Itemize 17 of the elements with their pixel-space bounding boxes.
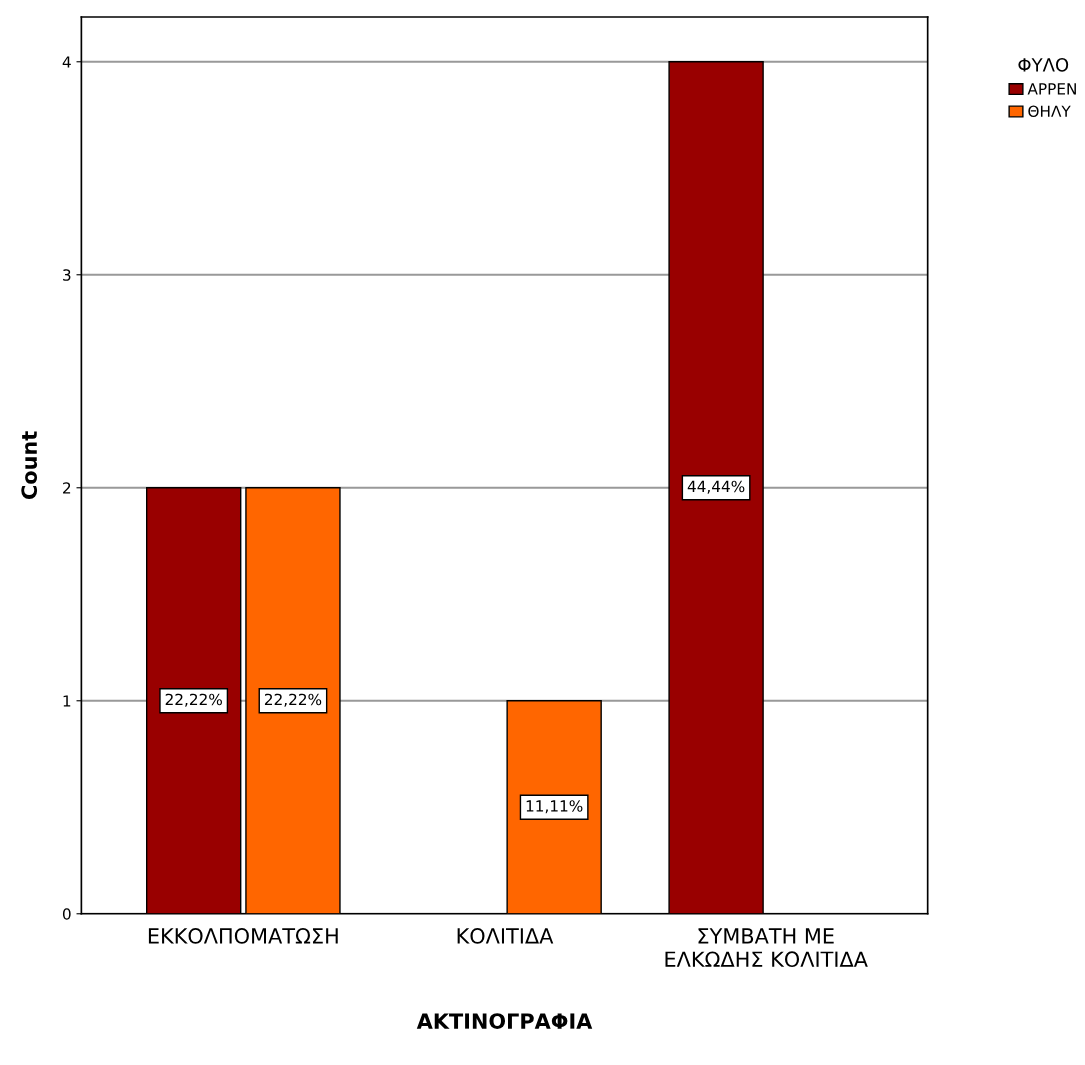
annotation: 11,11%	[526, 800, 583, 814]
annotation: 44,44%	[687, 480, 745, 494]
legend-title: ΦΥΛΟ	[1018, 58, 1069, 72]
y-tick-label: 1	[63, 695, 71, 707]
annotation: 22,22%	[165, 693, 222, 707]
y-tick-label: 3	[63, 269, 71, 281]
y-tick-label: 0	[62, 908, 71, 920]
legend-label: ΘΗΛΥ	[1028, 105, 1071, 118]
y-tick-label: 2	[63, 482, 71, 494]
x-tick-label: ΕΚΚΟΛΠΟΜΑΤΩΣΗ	[148, 928, 338, 944]
x-tick-label: ΚΟΛΙΤΙΔΑ	[457, 928, 554, 944]
x-tick-label: ΣΥΜΒΑΤΗ ΜΕ ΕΛΚΩΔΗΣ ΚΟΛΙΤΙΔΑ	[665, 928, 868, 968]
x-axis-title: ΑΚΤΙΝΟΓΡΑΦΙΑ	[416, 1013, 593, 1029]
y-tick-label: 4	[62, 56, 71, 68]
annotation: 22,22%	[264, 693, 322, 707]
y-axis-title: Count	[21, 431, 38, 499]
legend-label: ΑΡΡΕΝ	[1027, 83, 1076, 95]
